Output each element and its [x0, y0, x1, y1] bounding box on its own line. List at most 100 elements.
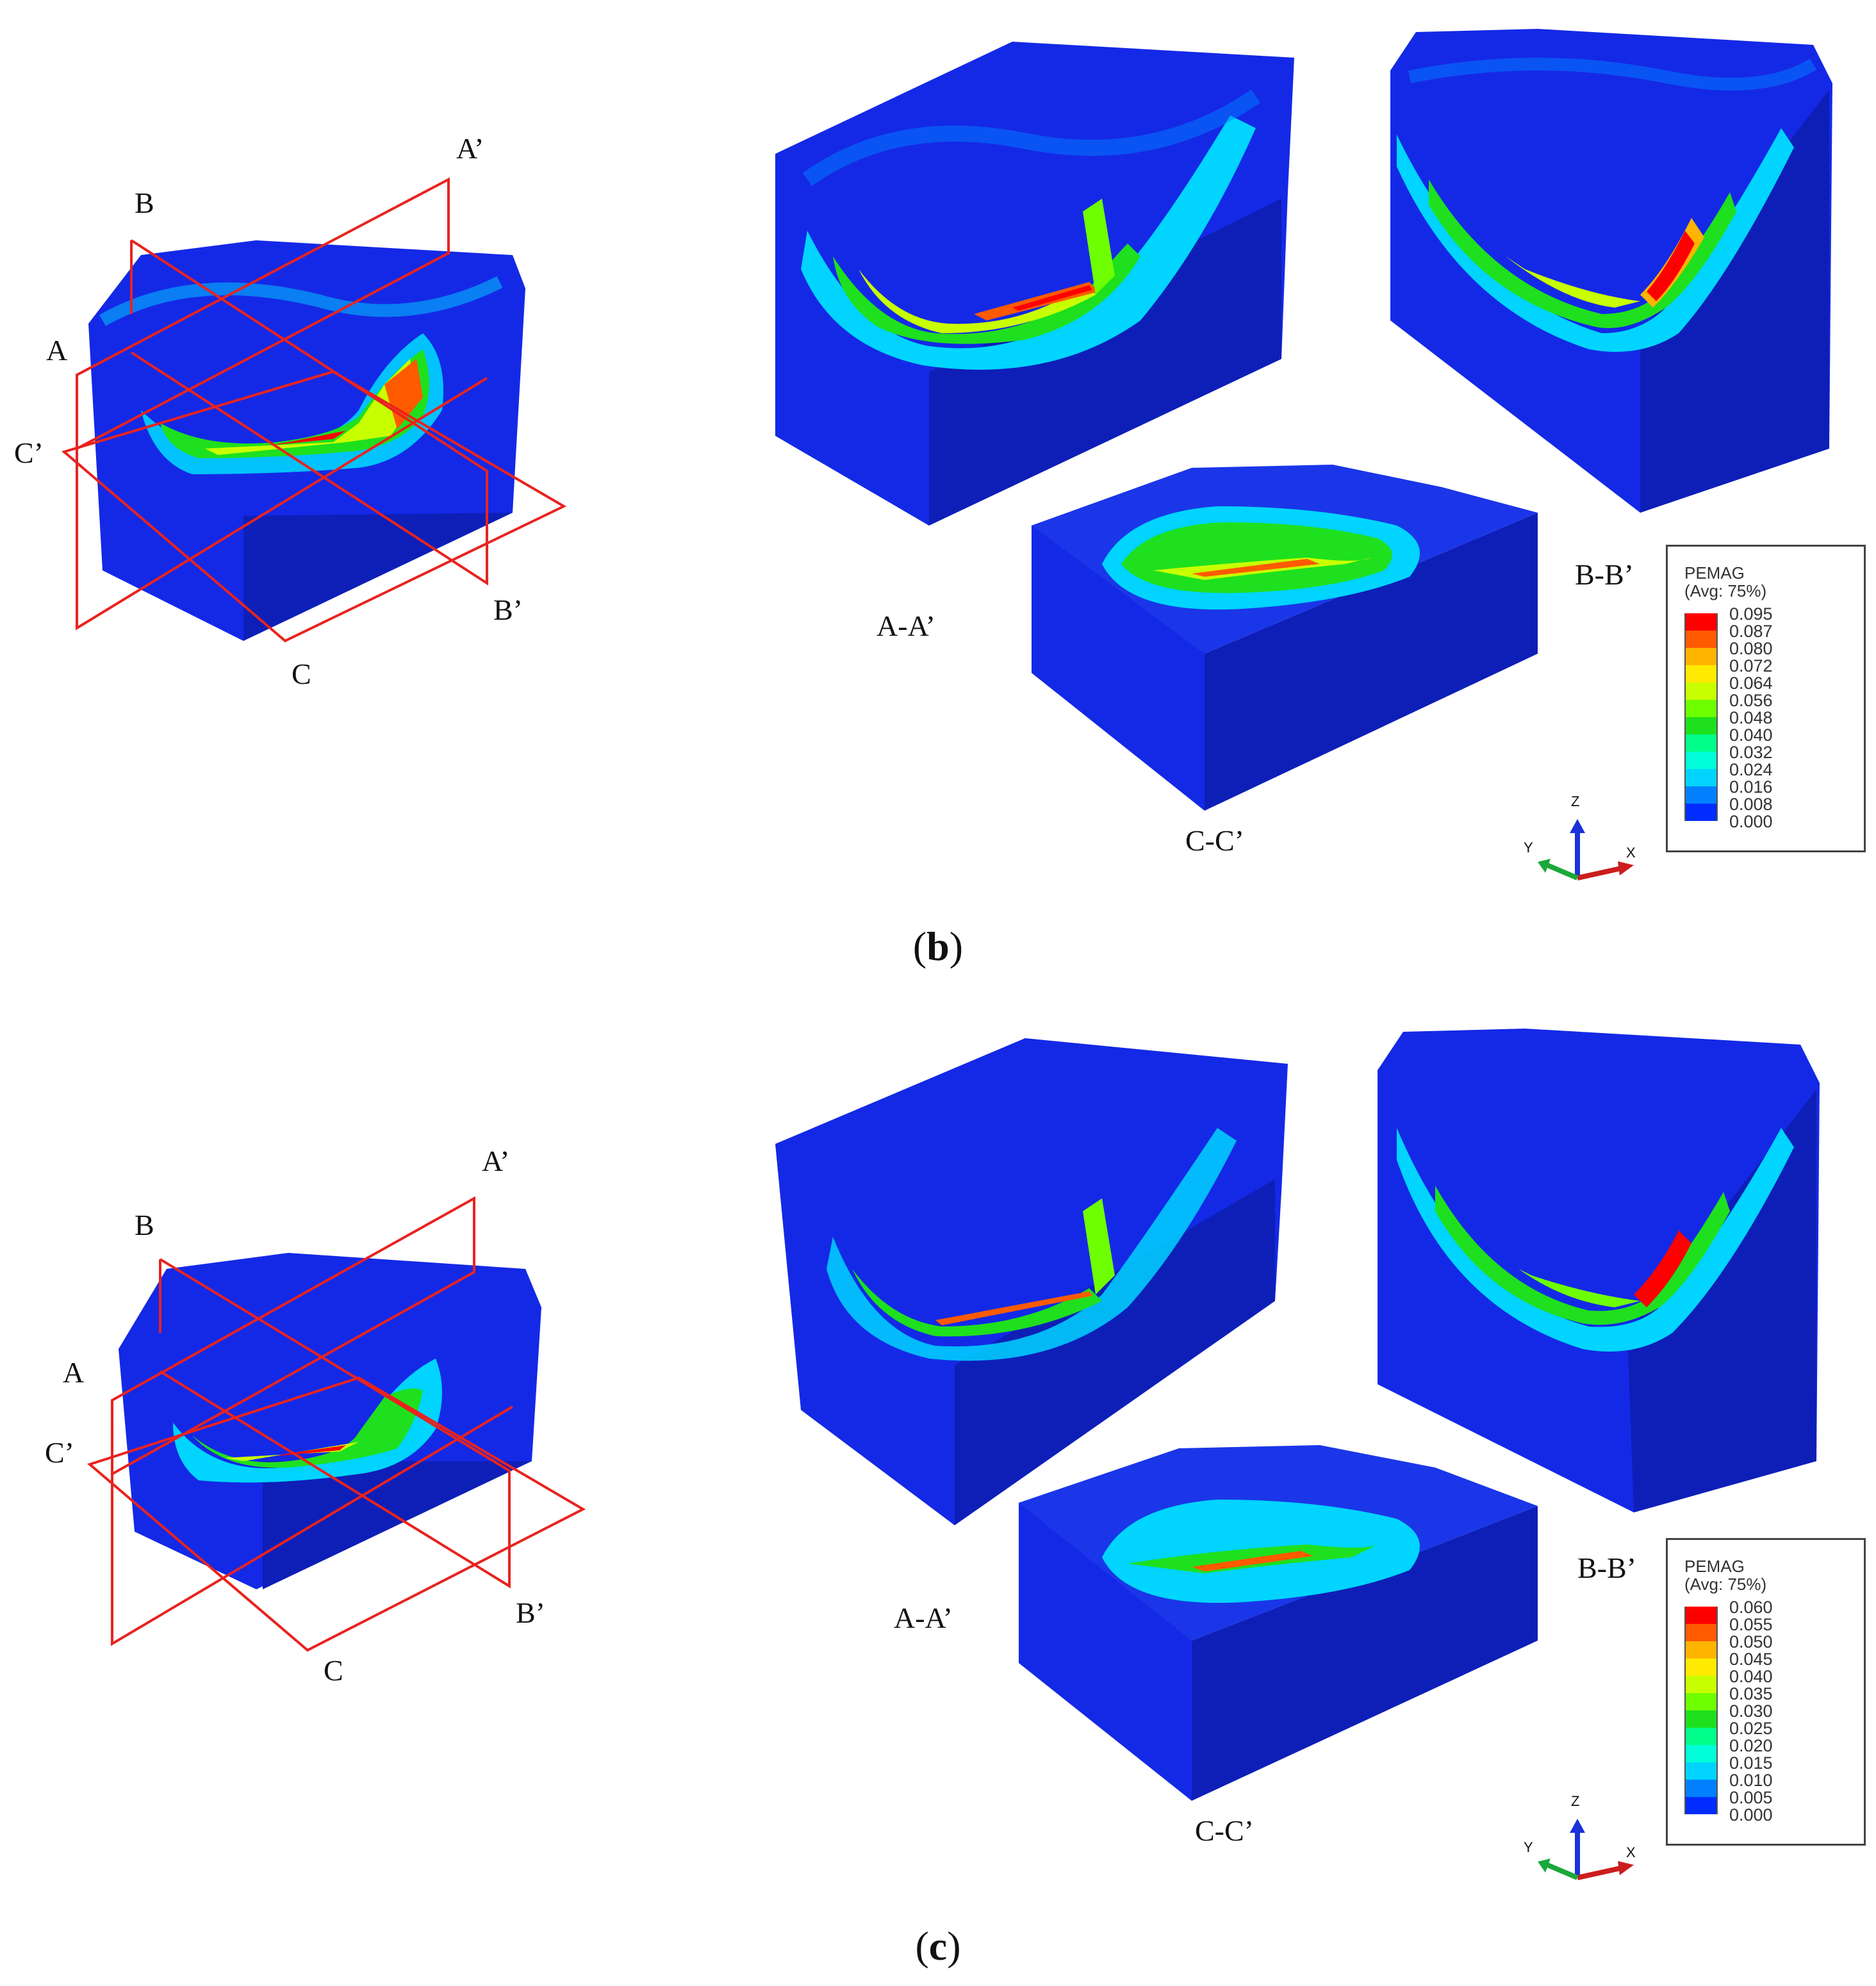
legend-value: 0.010 [1729, 1771, 1773, 1790]
legend-swatch [1684, 1641, 1718, 1659]
plane-label-c: C [324, 1654, 343, 1687]
axis-label-x: X [1626, 845, 1636, 861]
legend-value: 0.032 [1729, 743, 1773, 762]
axis-label-z: Z [1571, 1793, 1580, 1809]
cutting-plane-b [130, 239, 488, 586]
panel-b: A’ B A C’ B’ C A-A’ B-B’ C-C’ Z Y X PEMA… [0, 0, 1876, 961]
plane-label-b: B [135, 186, 154, 219]
legend-value: 0.050 [1729, 1632, 1773, 1651]
legend-swatch [1684, 1659, 1718, 1676]
axis-label-z: Z [1571, 793, 1580, 809]
legend-value: 0.055 [1729, 1615, 1773, 1634]
legend-value: 0.024 [1729, 760, 1773, 779]
legend-value: 0.008 [1729, 795, 1773, 814]
legend-swatch [1684, 1607, 1718, 1624]
legend-subtitle: (Avg: 75%) [1684, 1575, 1767, 1594]
legend-value: 0.045 [1729, 1650, 1773, 1669]
legend-value: 0.048 [1729, 708, 1773, 727]
axis-label-x: X [1626, 1844, 1636, 1860]
section-aa-model [775, 1038, 1288, 1525]
legend-value: 0.035 [1729, 1684, 1773, 1703]
section-label-bb: B-B’ [1575, 558, 1634, 591]
legend-swatch [1684, 1693, 1718, 1710]
legend-swatch [1684, 752, 1718, 769]
legend-swatch [1684, 1780, 1718, 1797]
plane-label-c-prime: C’ [14, 436, 44, 469]
legend-b: PEMAG (Avg: 75%) 0.095 0.087 0.080 0.072… [1666, 545, 1866, 852]
legend-swatch [1684, 665, 1718, 683]
legend-swatch [1684, 734, 1718, 752]
plane-label-a: A [46, 334, 68, 367]
legend-value: 0.016 [1729, 777, 1773, 797]
legend-swatches [1684, 613, 1719, 821]
legend-value: 0.030 [1729, 1701, 1773, 1721]
plane-label-c: C [292, 658, 311, 690]
cutting-plane-a [76, 177, 488, 631]
legend-swatch [1684, 1710, 1718, 1728]
plane-label-a: A [63, 1356, 85, 1389]
x-axis-arrow-icon [1618, 1861, 1634, 1875]
legend-value: 0.060 [1729, 1598, 1773, 1617]
legend-swatch [1684, 683, 1718, 700]
legend-value: 0.000 [1729, 1805, 1773, 1825]
section-label-cc: C-C’ [1185, 824, 1244, 857]
legend-value: 0.000 [1729, 812, 1773, 831]
legend-value: 0.064 [1729, 674, 1773, 693]
z-axis-arrow-icon [1570, 1819, 1585, 1833]
plane-label-c-prime: C’ [45, 1436, 74, 1469]
legend-subtitle: (Avg: 75%) [1684, 581, 1767, 600]
panel-c-figure [86, 1029, 1820, 1880]
cutting-plane-c [61, 370, 567, 643]
legend-title: PEMAG [1684, 1557, 1745, 1576]
legend-swatch [1684, 1745, 1718, 1762]
plane-label-a-prime: A’ [456, 132, 484, 165]
section-label-aa: A-A’ [894, 1601, 953, 1634]
x-axis-arrow-icon [1618, 861, 1634, 875]
legend-swatch [1684, 786, 1718, 804]
legend-value: 0.015 [1729, 1753, 1773, 1773]
legend-swatch [1684, 1624, 1718, 1641]
legend-swatch [1684, 1676, 1718, 1693]
legend-swatch [1684, 613, 1718, 631]
legend-value: 0.040 [1729, 725, 1773, 745]
legend-value: 0.005 [1729, 1788, 1773, 1807]
legend-value: 0.020 [1729, 1736, 1773, 1755]
legend-value: 0.087 [1729, 622, 1773, 641]
legend-swatch [1684, 769, 1718, 786]
panel-b-figure [61, 29, 1832, 881]
cutting-plane-c [86, 1376, 586, 1652]
section-label-aa: A-A’ [876, 609, 935, 642]
section-bb-model [1378, 1029, 1820, 1512]
legend-value: 0.072 [1729, 656, 1773, 675]
legend-title: PEMAG [1684, 563, 1745, 583]
legend-swatch [1684, 1762, 1718, 1780]
legend-swatch [1684, 700, 1718, 717]
legend-swatch [1684, 1728, 1718, 1745]
legend-swatch [1684, 648, 1718, 665]
caption-b: (b) [912, 923, 964, 969]
legend-value: 0.080 [1729, 639, 1773, 658]
axis-triad-c [1538, 1819, 1634, 1880]
y-axis-arrow-icon [1538, 859, 1551, 873]
z-axis-arrow-icon [1570, 819, 1585, 833]
section-cc-model [1019, 1445, 1538, 1801]
legend-swatch [1684, 631, 1718, 648]
panel-c: A’ B A C’ B’ C A-A’ B-B’ C-C’ Z Y X PEMA… [0, 1000, 1876, 1961]
caption-c: (c) [915, 1923, 961, 1969]
axis-label-y: Y [1524, 840, 1533, 856]
plane-label-a-prime: A’ [482, 1145, 510, 1177]
legend-value: 0.040 [1729, 1667, 1773, 1686]
axis-label-y: Y [1524, 1839, 1533, 1855]
legend-swatch [1684, 1797, 1718, 1814]
cutting-plane-a [111, 1196, 514, 1646]
legend-swatch [1684, 717, 1718, 734]
y-axis-arrow-icon [1538, 1858, 1551, 1873]
overview-model [119, 1253, 541, 1589]
plane-label-b: B [135, 1209, 154, 1241]
legend-value: 0.056 [1729, 691, 1773, 710]
axis-triad-b [1538, 819, 1634, 881]
section-label-bb: B-B’ [1577, 1552, 1636, 1584]
legend-c: PEMAG (Avg: 75%) 0.060 0.055 0.050 0.045… [1666, 1538, 1866, 1846]
plane-label-b-prime: B’ [493, 593, 523, 626]
plane-label-b-prime: B’ [516, 1596, 545, 1629]
